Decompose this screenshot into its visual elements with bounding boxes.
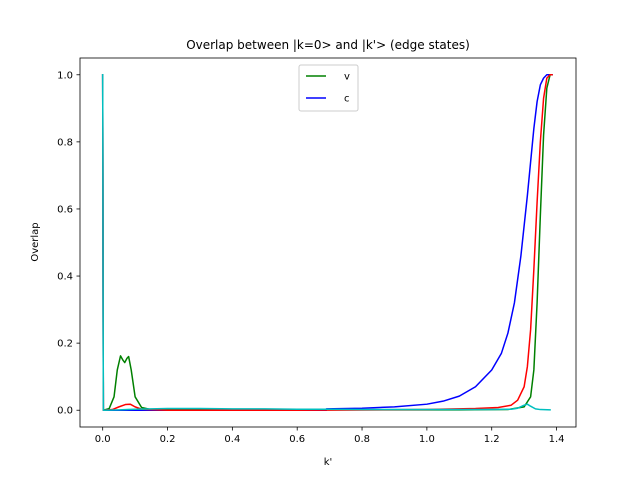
y-tick-label: 1.0 [57,70,73,81]
y-tick-label: 0.2 [57,339,73,350]
x-axis: 0.0 0.2 0.4 0.6 0.8 1.0 1.2 1.4 [95,427,565,445]
y-axis-label: Overlap [30,222,41,261]
x-tick-label: 1.2 [484,434,500,445]
x-tick-label: 0.6 [289,434,305,445]
series-line-unnamed-3 [101,74,551,411]
plot-series [101,74,553,411]
x-tick-label: 0.0 [95,434,111,445]
legend: vc [298,64,359,112]
y-tick-label: 0.6 [57,204,73,215]
x-axis-label: k' [324,457,333,468]
x-tick-label: 1.0 [419,434,435,445]
x-tick-label: 0.8 [354,434,370,445]
plot-frame [79,57,577,428]
y-tick-label: 0.4 [57,272,73,283]
y-axis: 0.0 0.2 0.4 0.6 0.8 1.0 [57,70,80,417]
y-tick-label: 0.8 [57,137,73,148]
series-line-unnamed-2 [101,74,553,411]
x-tick-label: 0.2 [160,434,176,445]
x-tick-label: 0.4 [224,434,240,445]
legend-label-v: v [344,72,350,83]
x-tick-label: 1.4 [549,434,565,445]
y-tick-label: 0.0 [57,406,73,417]
chart-title: Overlap between |k=0> and |k'> (edge sta… [186,38,470,52]
legend-label-c: c [344,94,350,105]
